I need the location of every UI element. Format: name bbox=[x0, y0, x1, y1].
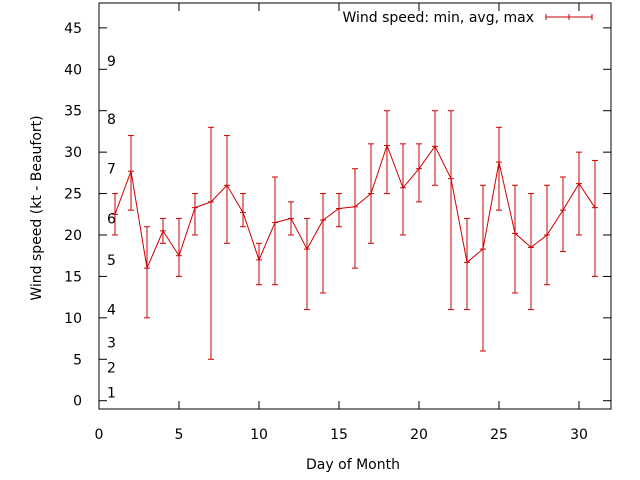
beaufort-label: 8 bbox=[107, 112, 116, 128]
data-point bbox=[496, 159, 502, 166]
error-bar bbox=[256, 242, 262, 286]
data-point bbox=[384, 142, 390, 149]
data-point bbox=[272, 219, 278, 226]
data-point bbox=[304, 246, 310, 253]
x-tick-label: 10 bbox=[250, 427, 268, 443]
data-point bbox=[448, 175, 454, 182]
data-point bbox=[224, 182, 230, 189]
error-bar bbox=[384, 110, 390, 195]
data-point bbox=[336, 205, 342, 212]
y-tick-label: 25 bbox=[64, 187, 82, 203]
data-point bbox=[256, 256, 262, 263]
data-point bbox=[576, 180, 582, 187]
data-point bbox=[352, 203, 358, 210]
error-bar bbox=[272, 176, 278, 286]
data-point bbox=[240, 209, 246, 216]
data-point bbox=[528, 244, 534, 251]
legend-sample bbox=[545, 14, 593, 20]
y-tick-label: 45 bbox=[64, 21, 82, 37]
data-point bbox=[208, 198, 214, 205]
x-axis-ticks: 0 5 10 15 20 25 30 bbox=[95, 3, 588, 443]
error-bar bbox=[224, 135, 230, 244]
y-tick-label: 40 bbox=[64, 62, 82, 78]
data-point bbox=[480, 246, 486, 253]
y-axis-label: Wind speed (kt - Beaufort) bbox=[29, 115, 45, 300]
data-point bbox=[512, 230, 518, 237]
legend-label: Wind speed: min, avg, max bbox=[342, 10, 534, 26]
error-bar bbox=[480, 184, 486, 352]
x-tick-label: 0 bbox=[95, 427, 104, 443]
beaufort-label: 5 bbox=[107, 253, 116, 269]
data-point bbox=[112, 211, 118, 218]
data-point bbox=[400, 184, 406, 191]
x-axis-label: Day of Month bbox=[306, 457, 400, 473]
data-point bbox=[416, 165, 422, 172]
error-bar bbox=[352, 168, 358, 269]
error-bar bbox=[560, 176, 566, 253]
data-point bbox=[160, 227, 166, 234]
data-point bbox=[432, 143, 438, 150]
error-bar bbox=[416, 143, 422, 203]
y-tick-label: 0 bbox=[73, 394, 82, 410]
y-tick-label: 20 bbox=[64, 228, 82, 244]
beaufort-scale-labels: 1 2 3 4 5 6 7 8 9 bbox=[107, 54, 116, 401]
y-tick-label: 10 bbox=[64, 311, 82, 327]
data-point bbox=[192, 204, 198, 211]
beaufort-label: 3 bbox=[107, 336, 116, 352]
beaufort-label: 4 bbox=[107, 303, 116, 319]
beaufort-label: 7 bbox=[107, 162, 116, 178]
error-bar bbox=[448, 110, 454, 311]
error-bar bbox=[144, 226, 150, 319]
error-bar bbox=[576, 151, 582, 236]
error-bar bbox=[512, 184, 518, 294]
error-bar bbox=[496, 126, 502, 211]
data-point bbox=[128, 168, 134, 175]
y-tick-label: 5 bbox=[73, 352, 82, 368]
beaufort-label: 2 bbox=[107, 361, 116, 377]
error-bar bbox=[528, 193, 534, 311]
data-point bbox=[560, 207, 566, 214]
data-point bbox=[320, 217, 326, 224]
error-bar bbox=[592, 159, 598, 277]
x-tick-label: 5 bbox=[175, 427, 184, 443]
y-tick-label: 35 bbox=[64, 104, 82, 120]
y-tick-label: 30 bbox=[64, 145, 82, 161]
error-bar bbox=[192, 193, 198, 236]
beaufort-label: 1 bbox=[107, 385, 116, 401]
data-point bbox=[592, 204, 598, 211]
error-bar bbox=[208, 126, 214, 360]
y-tick-label: 15 bbox=[64, 269, 82, 285]
data-point bbox=[368, 190, 374, 197]
error-bar bbox=[176, 217, 182, 277]
legend: Wind speed: min, avg, max bbox=[342, 10, 593, 26]
error-bar bbox=[320, 193, 326, 294]
data-point bbox=[144, 265, 150, 272]
error-bar bbox=[304, 217, 310, 311]
plot-frame bbox=[98, 2, 612, 410]
x-tick-label: 30 bbox=[570, 427, 588, 443]
data-point bbox=[544, 232, 550, 238]
beaufort-label: 6 bbox=[107, 211, 116, 227]
x-tick-label: 15 bbox=[330, 427, 348, 443]
data-point bbox=[464, 259, 470, 266]
x-tick-label: 20 bbox=[410, 427, 428, 443]
data-point bbox=[176, 252, 182, 259]
x-tick-label: 25 bbox=[490, 427, 508, 443]
data-point bbox=[288, 215, 294, 222]
series-layer bbox=[112, 110, 598, 360]
beaufort-label: 9 bbox=[107, 54, 116, 70]
